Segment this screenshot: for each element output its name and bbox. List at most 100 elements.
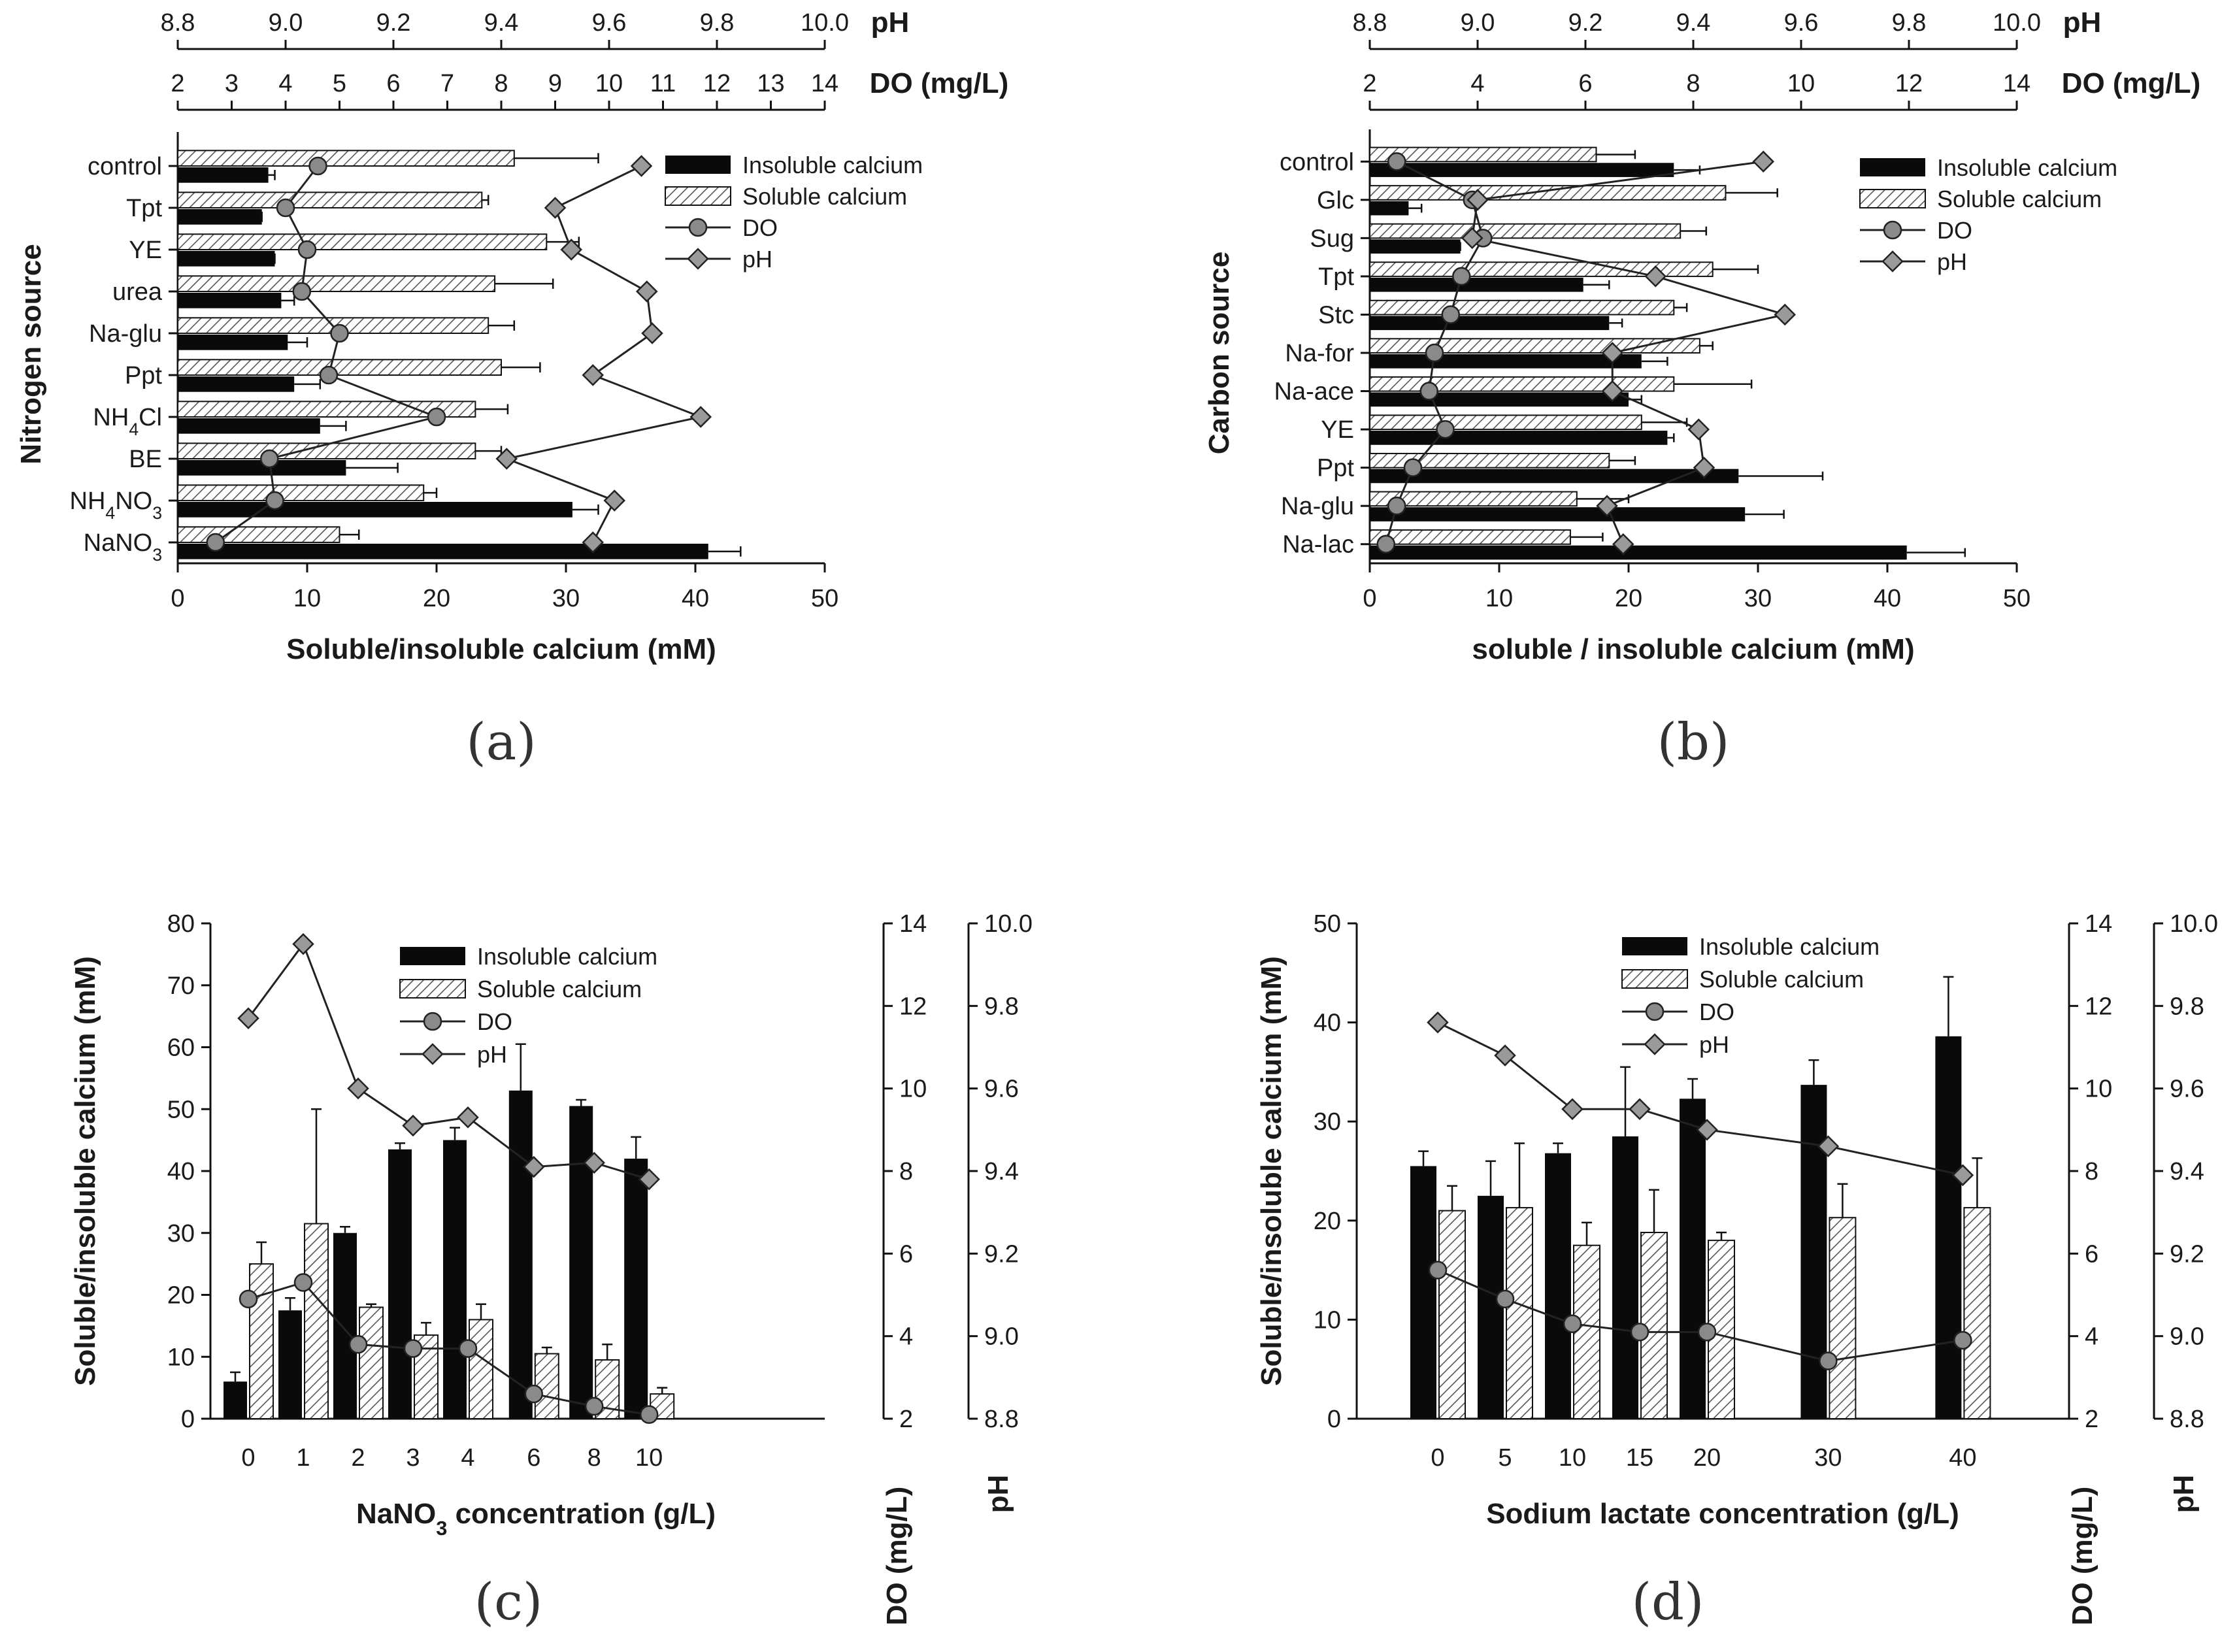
ph-tick-label: 9.8 [984,993,1019,1020]
do-point [1953,1330,1972,1350]
ph-point [1752,150,1775,173]
do-point [265,491,284,510]
bar-soluble [177,275,496,293]
ph-point [1601,342,1624,364]
bar-soluble [1963,1207,1991,1420]
x-tick-label: 20 [1615,585,1642,612]
ph-point [582,531,605,553]
ph-point [1629,1098,1651,1121]
y-tick-label: 40 [167,1158,195,1185]
ph-tick-label: 9.8 [2170,993,2204,1020]
subscript-text: 3 [436,1517,447,1540]
ph-point [292,933,314,955]
x-tick-label: 40 [1949,1444,1976,1472]
ph-point [1644,265,1667,288]
legend-swatch-soluble [399,979,466,999]
x-tick-label: 20 [423,585,450,612]
legend-label-do: DO [1699,999,1734,1025]
legend-marker-do [423,1012,442,1031]
do-point [319,365,339,385]
do-tick-label: 12 [2085,993,2112,1020]
label-part: Sug [1310,225,1354,252]
bar-insoluble [224,1381,247,1419]
bar-soluble [1369,223,1682,239]
ph-tick-label: 8.8 [1353,9,1387,37]
label-part: YE [129,237,162,264]
x-tick-label: 2 [351,1444,365,1472]
y-tick-label: 80 [167,910,195,938]
do-tick-label: 9 [548,70,562,97]
x-tick-label: 3 [406,1444,420,1472]
do-tick-label: 12 [1895,70,1923,97]
label-part: control [1280,148,1354,176]
bar-soluble [534,1353,559,1419]
legend-marker-do [688,218,708,237]
category-label: urea [112,278,163,306]
do-tick-label: 4 [899,1323,913,1351]
category-label: Na-lac [1282,531,1354,559]
y-tick-label: 0 [181,1406,195,1433]
do-point [1425,343,1444,363]
bar-insoluble [178,376,295,392]
ph-point [583,1151,605,1174]
y-tick-label: 20 [1314,1208,1341,1235]
legend-label-do: DO [477,1008,512,1035]
do-point [239,1289,258,1309]
bar-insoluble [1680,1099,1706,1419]
ph-point [1687,418,1710,440]
x-tick-label: 0 [1431,1444,1444,1472]
ph-tick-label: 10.0 [1993,9,2041,37]
y-tick-label: 20 [167,1282,195,1310]
bar-insoluble [178,209,262,225]
ph-point [1774,303,1797,326]
label-part: Tpt [1318,263,1354,291]
do-tick-label: 5 [333,70,346,97]
subscript-text: 4 [105,503,115,523]
bar-insoluble [1370,392,1629,407]
label-part: Na-for [1285,340,1354,367]
label-part: Glc [1317,187,1354,214]
bar-soluble [1369,185,1727,201]
do-axis-title: DO (mg/L) [2062,67,2201,99]
bar-soluble [1369,414,1642,431]
label-part: control [88,153,162,180]
bar-insoluble [1370,277,1583,292]
ph-tick-label: 9.0 [984,1323,1019,1351]
category-label: Stc [1318,301,1354,329]
y-tick-label: 30 [1314,1108,1341,1136]
legend-swatch-insoluble [1860,158,1925,176]
ph-point [1494,1044,1516,1066]
do-point [292,282,311,301]
legend-label-insoluble: Insoluble calcium [1937,154,2117,181]
bar-insoluble [178,460,346,476]
x-tick-label: 10 [293,585,321,612]
category-label: Na-glu [89,320,162,348]
bar-insoluble [443,1140,467,1419]
panel-c-legend: Insoluble calcium Soluble calcium DO pH [399,943,657,1068]
do-tick-label: 2 [2085,1406,2098,1433]
legend-label-soluble: Soluble calcium [742,183,907,210]
do-point [308,156,327,176]
bar-insoluble [1370,239,1461,254]
do-point [276,198,295,218]
do-tick-label: 6 [386,70,400,97]
bar-soluble [177,150,515,167]
do-point [1441,305,1460,324]
legend-label-ph: pH [742,246,772,273]
do-tick-label: 2 [899,1406,913,1433]
ph-tick-label: 10.0 [801,9,849,37]
do-point [1387,152,1406,171]
category-label: Sug [1310,225,1354,252]
x-tick-label: 20 [1693,1444,1721,1472]
do-tick-label: 12 [899,993,927,1020]
bar-soluble [1369,338,1700,354]
ph-tick-label: 9.2 [1568,9,1603,37]
bar-insoluble [1370,469,1739,484]
legend-label-do: DO [742,214,778,241]
ph-point [560,239,583,261]
do-point [260,449,279,469]
ph-point [495,448,518,470]
do-point [1630,1323,1649,1342]
panel-b-legend: Insoluble calcium Soluble calcium DO pH [1859,154,2117,275]
